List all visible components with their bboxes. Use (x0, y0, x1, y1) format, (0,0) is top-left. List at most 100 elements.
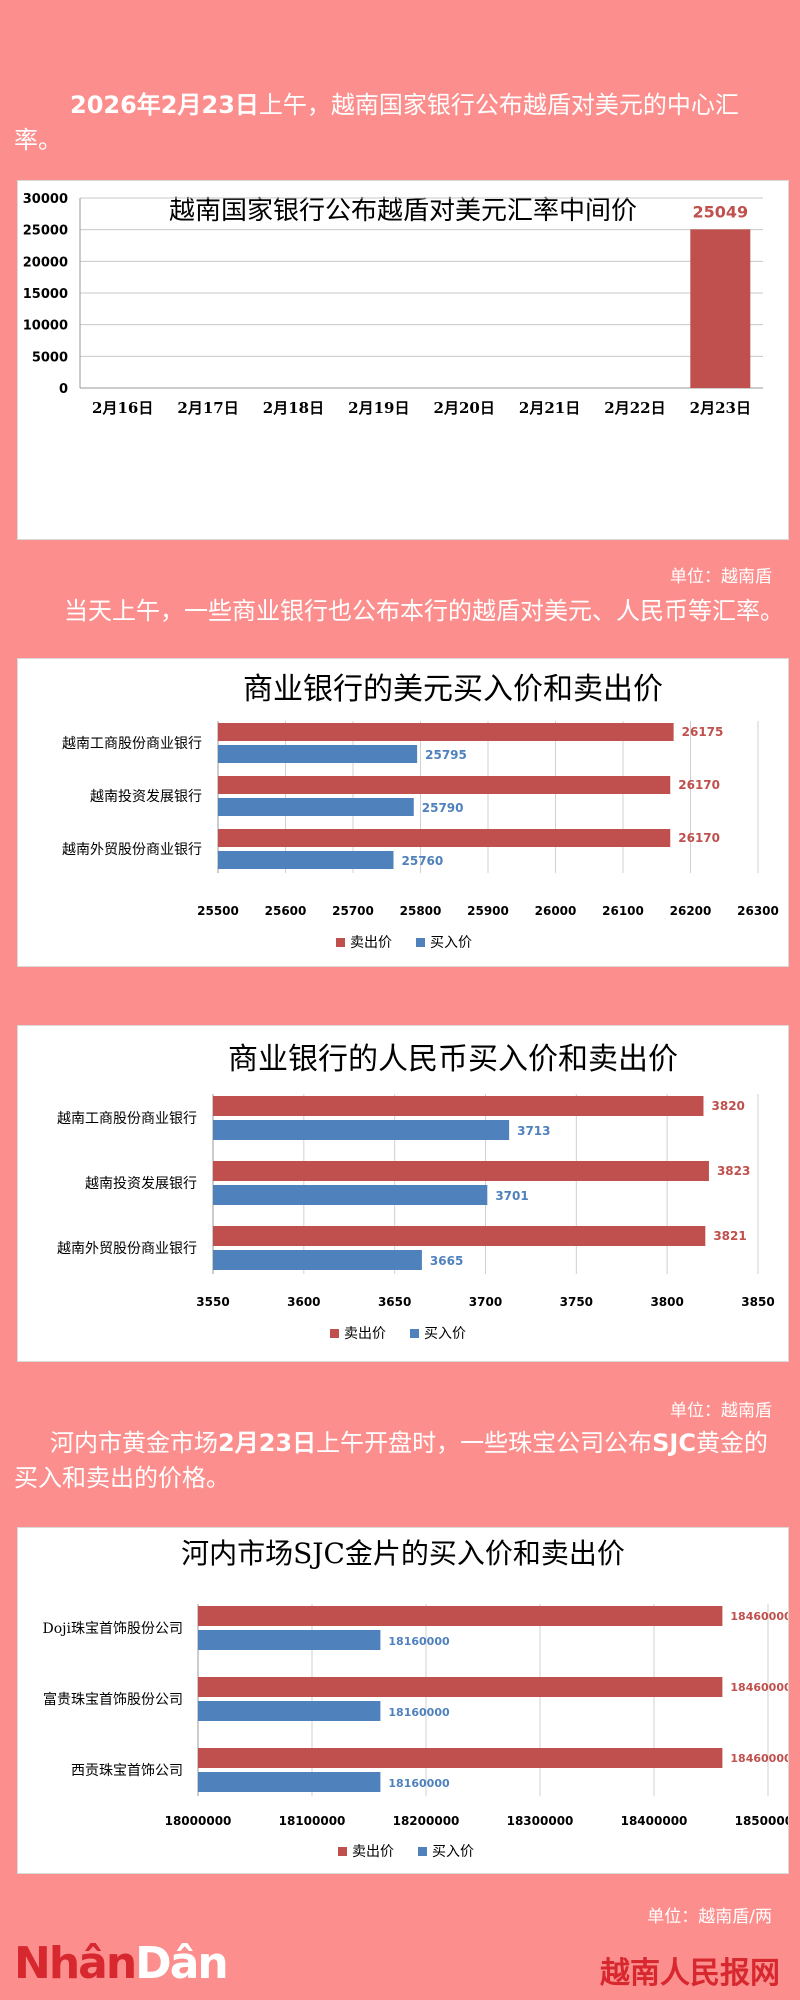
unit-label-2: 单位：越南盾 (670, 1401, 772, 1421)
data-label: 25049 (692, 202, 748, 221)
x-tick-label: 2月18日 (263, 399, 324, 417)
unit-label-3: 单位：越南盾/两 (647, 1907, 772, 1927)
x-tick-label: 2月16日 (92, 399, 153, 417)
legend-label-buy: 买入价 (432, 1844, 474, 1860)
buy-bar (218, 745, 418, 763)
usd-rate-chart: 商业银行的美元买入价和卖出价 25500 25600 25700 25800 25900 2… (62, 672, 779, 951)
gold-price-chart: 河内市场SJC金片的买入价和卖出价 18000000 18100000 1820000… (43, 1537, 788, 1860)
y-tick-label: 20000 (23, 255, 68, 270)
chart-panel-central-rate: 越南国家银行公布越盾对美元汇率中间价 0 5000 10000 15000 20000 25… (17, 180, 789, 540)
sell-bar (213, 1226, 706, 1246)
x-tick-label: 18200000 (393, 1814, 460, 1828)
bar (690, 229, 751, 388)
category-label: 越南外贸股份商业银行 (62, 842, 202, 858)
buy-data-label: 18160000 (388, 1706, 450, 1719)
x-tick-label: 25700 (332, 904, 374, 918)
category-label: 越南外贸股份商业银行 (57, 1241, 197, 1257)
y-tick-label: 0 (59, 382, 68, 397)
x-tick-label: 25600 (265, 904, 307, 918)
sell-bar (218, 829, 671, 847)
x-tick-label: 3850 (741, 1295, 774, 1309)
sell-data-label: 18460000 (730, 1610, 788, 1623)
legend-label-sell: 卖出价 (344, 1326, 386, 1342)
chart-panel-usd: 商业银行的美元买入价和卖出价 25500 25600 25700 25800 25900 2… (17, 658, 789, 967)
gold-text-part3: 黄金的买入和卖出的价格。 (14, 1429, 768, 1492)
logo-part2: Dân (135, 1938, 229, 1989)
buy-data-label: 18160000 (388, 1777, 450, 1790)
gold-text-date: 2月23日 (218, 1429, 317, 1457)
gold-text-sjc: SJC (652, 1429, 696, 1457)
y-tick-label: 25000 (23, 224, 68, 239)
buy-bar (213, 1185, 488, 1205)
x-tick-label: 3800 (650, 1295, 683, 1309)
nhandan-logo[interactable]: NhânDân (14, 1938, 229, 1989)
legend-swatch-sell (338, 1847, 347, 1856)
x-tick-label: 25800 (400, 904, 442, 918)
legend-swatch-sell (336, 938, 345, 947)
buy-bar (218, 798, 414, 816)
x-tick-label: 26300 (737, 904, 779, 918)
category-label: 西贡珠宝首饰公司 (71, 1763, 183, 1779)
sell-data-label: 26170 (678, 831, 720, 845)
buy-bar (198, 1630, 381, 1650)
category-label: 越南工商股份商业银行 (57, 1111, 197, 1127)
central-rate-chart: 越南国家银行公布越盾对美元汇率中间价 0 5000 10000 15000 20000 25… (23, 192, 763, 417)
buy-data-label: 25795 (425, 748, 467, 762)
buy-data-label: 25790 (422, 801, 464, 815)
x-tick-label: 18400000 (621, 1814, 688, 1828)
x-tick-label: 2月21日 (519, 399, 580, 417)
sell-bar (213, 1161, 709, 1181)
chart-title: 河内市场SJC金片的买入价和卖出价 (181, 1537, 625, 1570)
buy-data-label: 3713 (517, 1124, 550, 1138)
buy-bar (198, 1701, 381, 1721)
legend-swatch-buy (418, 1847, 427, 1856)
buy-bar (198, 1772, 381, 1792)
category-label: 越南投资发展银行 (90, 789, 202, 805)
buy-data-label: 3665 (430, 1254, 463, 1268)
buy-data-label: 25760 (402, 854, 444, 868)
category-label: Doji珠宝首饰股份公司 (43, 1621, 183, 1637)
sell-bar (198, 1677, 723, 1697)
category-label: 越南工商股份商业银行 (62, 736, 202, 752)
buy-data-label: 18160000 (388, 1635, 450, 1648)
y-tick-label: 30000 (23, 192, 68, 207)
x-tick-label: 25500 (197, 904, 239, 918)
x-tick-label: 2月22日 (604, 399, 665, 417)
y-tick-label: 5000 (32, 350, 68, 365)
x-tick-label: 25900 (467, 904, 509, 918)
legend-label-buy: 买入价 (430, 935, 472, 951)
mid-paragraph: 当天上午，一些商业银行也公布本行的越盾对美元、人民币等汇率。 (64, 597, 784, 625)
gold-text-part1: 河内市黄金市场 (50, 1429, 218, 1457)
sell-data-label: 26170 (678, 778, 720, 792)
chart-panel-gold: 河内市场SJC金片的买入价和卖出价 18000000 18100000 1820000… (17, 1527, 789, 1874)
intro-paragraph: 2026年2月23日上午，越南国家银行公布越盾对美元的中心汇率。 (14, 88, 786, 158)
x-tick-label: 2月23日 (690, 399, 751, 417)
legend-swatch-sell (330, 1329, 339, 1338)
sell-bar (198, 1748, 723, 1768)
legend-label-sell: 卖出价 (350, 935, 392, 951)
site-name[interactable]: 越南人民报网 (600, 1956, 780, 1991)
sell-bar (198, 1606, 723, 1626)
sell-data-label: 18460000 (730, 1752, 788, 1765)
sell-bar (218, 776, 671, 794)
sell-data-label: 3820 (712, 1099, 745, 1113)
y-tick-label: 15000 (23, 287, 68, 302)
x-tick-label: 26200 (670, 904, 712, 918)
intro-text: 上午，越南国家银行公布越盾对美元的中心汇率。 (14, 91, 739, 154)
sell-bar (213, 1096, 704, 1116)
buy-data-label: 3701 (495, 1189, 528, 1203)
gold-text-part2: 上午开盘时，一些珠宝公司公布 (316, 1429, 653, 1457)
legend-label-sell: 卖出价 (352, 1844, 394, 1860)
sell-data-label: 18460000 (730, 1681, 788, 1694)
x-tick-label: 18100000 (279, 1814, 346, 1828)
x-tick-label: 18500000 (735, 1814, 788, 1828)
chart-panel-cny: 商业银行的人民币买入价和卖出价 3550 3600 3650 3700 3750 3800 3… (17, 1025, 789, 1362)
sell-bar (218, 723, 674, 741)
logo-part1: Nhân (14, 1938, 137, 1989)
x-tick-label: 18000000 (165, 1814, 232, 1828)
cny-rate-chart: 商业银行的人民币买入价和卖出价 3550 3600 3650 3700 3750 3800 3… (57, 1042, 775, 1342)
x-tick-label: 3600 (287, 1295, 320, 1309)
y-tick-label: 10000 (23, 319, 68, 334)
chart-title: 商业银行的人民币买入价和卖出价 (228, 1042, 678, 1077)
chart-title: 越南国家银行公布越盾对美元汇率中间价 (169, 196, 637, 226)
